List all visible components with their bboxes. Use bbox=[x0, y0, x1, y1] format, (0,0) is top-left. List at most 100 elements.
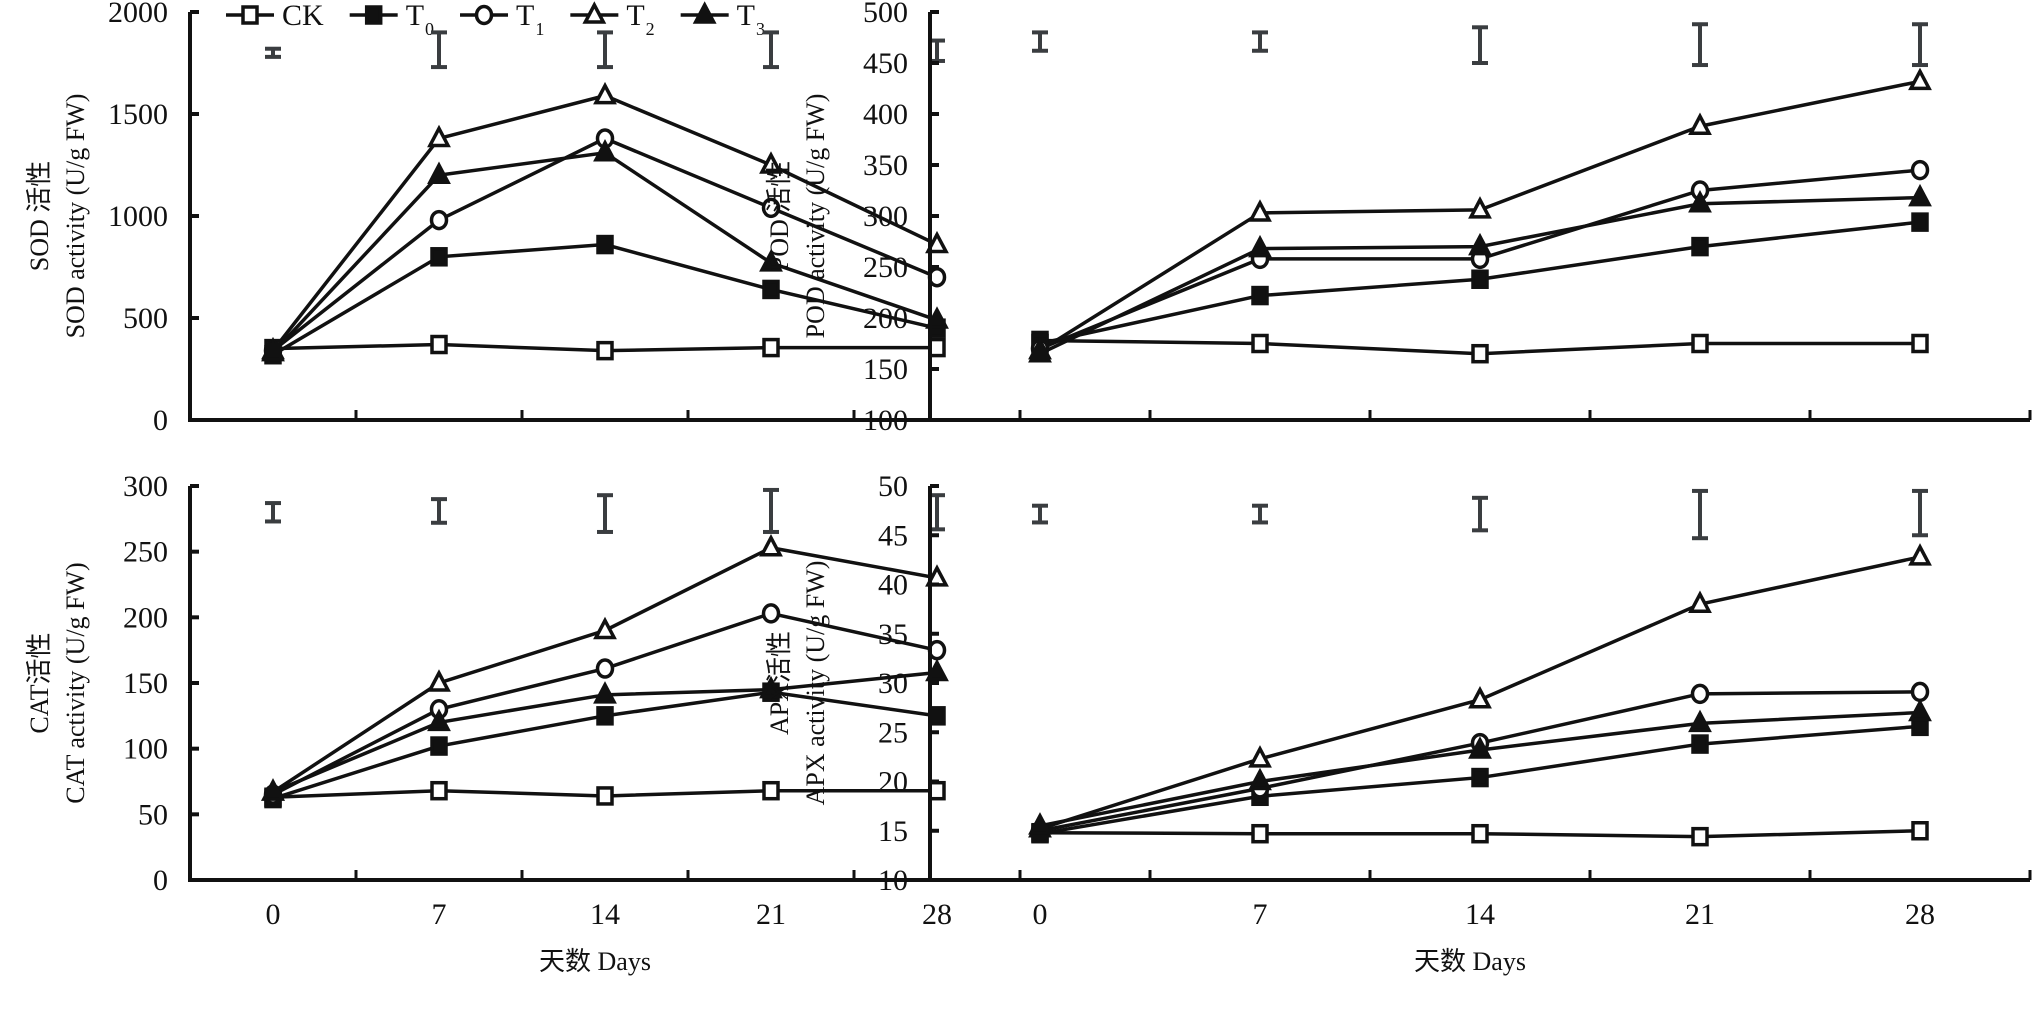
error-bar bbox=[265, 46, 281, 59]
marker-T1 bbox=[1910, 681, 1930, 703]
error-bar bbox=[1692, 488, 1708, 541]
marker-T0 bbox=[596, 234, 614, 255]
marker-T3 bbox=[925, 658, 949, 682]
marker-T0 bbox=[596, 706, 614, 726]
y-tick-label: 30 bbox=[878, 667, 908, 700]
y-axis-title-en: APX activity (U/g FW) bbox=[801, 561, 830, 806]
y-axis-title-cn: APX活性 bbox=[765, 631, 794, 735]
y-tick-label: 350 bbox=[863, 149, 908, 182]
y-tick-label: 45 bbox=[878, 519, 908, 552]
marker-T1 bbox=[429, 209, 449, 231]
y-tick-label: 250 bbox=[123, 536, 168, 569]
y-axis-title-cn: POD 活性 bbox=[765, 161, 794, 272]
marker-T3 bbox=[1248, 767, 1272, 791]
marker-T0 bbox=[1471, 269, 1489, 289]
marker-T0 bbox=[928, 706, 946, 726]
marker-T2 bbox=[1908, 67, 1932, 91]
error-bar bbox=[763, 30, 779, 70]
marker-T2 bbox=[427, 669, 451, 692]
marker-T2 bbox=[759, 533, 783, 557]
marker-T0 bbox=[364, 5, 383, 25]
marker-T3 bbox=[427, 161, 451, 184]
series-line-T0 bbox=[272, 242, 938, 357]
marker-T3 bbox=[427, 708, 451, 732]
y-tick-label: 35 bbox=[878, 618, 908, 651]
marker-CK bbox=[762, 337, 780, 358]
y-tick-label: 1000 bbox=[108, 200, 168, 233]
error-bar bbox=[1472, 495, 1488, 533]
x-tick-label: 21 bbox=[756, 898, 786, 931]
y-tick-label: 200 bbox=[863, 302, 908, 335]
marker-T0 bbox=[1691, 236, 1709, 257]
marker-T3 bbox=[1688, 709, 1712, 733]
legend-label-sub: 0 bbox=[425, 19, 434, 39]
marker-T3 bbox=[593, 139, 617, 162]
y-axis-title-en: POD activity (U/g FW) bbox=[801, 94, 830, 339]
marker-T3 bbox=[692, 1, 717, 24]
marker-T2 bbox=[582, 1, 607, 24]
marker-T3 bbox=[261, 778, 285, 801]
marker-CK bbox=[1911, 821, 1929, 841]
marker-T3 bbox=[1468, 232, 1492, 256]
marker-CK bbox=[928, 337, 946, 358]
marker-T2 bbox=[1468, 686, 1492, 709]
y-tick-label: 1500 bbox=[108, 98, 168, 131]
marker-CK bbox=[430, 780, 448, 801]
marker-T0 bbox=[1691, 734, 1709, 754]
marker-T3 bbox=[759, 249, 783, 272]
y-axis-title-cn: CAT活性 bbox=[25, 632, 54, 733]
error-bar bbox=[1032, 503, 1048, 525]
error-bar bbox=[763, 487, 779, 534]
y-axis-title-en: CAT activity (U/g FW) bbox=[61, 562, 90, 803]
marker-T1 bbox=[474, 4, 494, 26]
marker-T2 bbox=[1468, 196, 1492, 219]
marker-T3 bbox=[759, 675, 783, 699]
legend-label: T bbox=[737, 0, 755, 32]
marker-T0 bbox=[1911, 212, 1929, 232]
marker-T2 bbox=[1248, 745, 1272, 768]
y-tick-label: 150 bbox=[123, 667, 168, 700]
marker-CK bbox=[1691, 826, 1709, 847]
y-tick-label: 0 bbox=[153, 404, 168, 437]
marker-T0 bbox=[762, 279, 780, 300]
marker-CK bbox=[1471, 823, 1489, 844]
y-tick-label: 500 bbox=[863, 0, 908, 29]
y-tick-label: 150 bbox=[863, 353, 908, 386]
y-tick-label: 500 bbox=[123, 302, 168, 335]
marker-T3 bbox=[1908, 698, 1932, 722]
error-bar bbox=[1252, 503, 1268, 525]
marker-CK bbox=[430, 334, 448, 355]
marker-T3 bbox=[261, 338, 285, 362]
legend-label-sub: 3 bbox=[756, 19, 765, 39]
error-bar bbox=[265, 501, 281, 524]
legend-label-sub: 1 bbox=[535, 19, 544, 39]
marker-T2 bbox=[759, 151, 783, 174]
error-bar bbox=[597, 493, 613, 534]
x-tick-label: 14 bbox=[1465, 898, 1495, 931]
y-tick-label: 450 bbox=[863, 47, 908, 80]
marker-CK bbox=[241, 5, 259, 25]
marker-CK bbox=[1691, 333, 1709, 354]
marker-CK bbox=[928, 780, 946, 801]
marker-CK bbox=[1471, 343, 1489, 364]
y-tick-label: 20 bbox=[878, 766, 908, 799]
marker-T1 bbox=[761, 197, 781, 219]
y-tick-label: 2000 bbox=[108, 0, 168, 29]
marker-T0 bbox=[1251, 285, 1269, 306]
y-tick-label: 0 bbox=[153, 864, 168, 897]
marker-T1 bbox=[1690, 683, 1710, 705]
marker-T3 bbox=[1908, 183, 1932, 207]
marker-T2 bbox=[1688, 590, 1712, 613]
marker-T0 bbox=[430, 736, 448, 756]
error-bar bbox=[597, 30, 613, 70]
x-tick-label: 28 bbox=[922, 898, 952, 931]
marker-T0 bbox=[1471, 767, 1489, 788]
error-bar bbox=[1912, 488, 1928, 538]
error-bar bbox=[431, 497, 447, 525]
marker-T3 bbox=[1688, 190, 1712, 213]
